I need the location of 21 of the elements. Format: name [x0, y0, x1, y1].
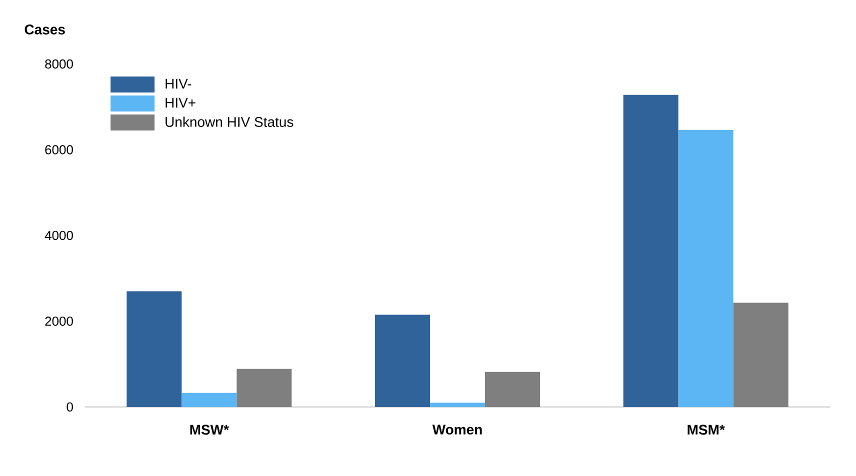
y-tick-label: 2000 [45, 316, 73, 326]
bar [430, 402, 486, 407]
y-tick-label: 6000 [45, 145, 73, 154]
y-tick-label: 8000 [45, 59, 73, 69]
legend-label: Unknown HIV Status [166, 116, 294, 127]
bar [182, 392, 237, 407]
x-tick-label: Women [432, 424, 482, 435]
legend-label: HIV- [166, 78, 192, 89]
x-tick-label: MSW* [190, 424, 229, 435]
bar [236, 368, 292, 407]
x-tick-label: MSM* [688, 424, 725, 435]
bar [678, 130, 734, 407]
bar [623, 94, 678, 407]
legend-label: HIV+ [166, 98, 196, 108]
y-tick-label: 4000 [44, 230, 73, 240]
y-tick-label: 0 [66, 402, 73, 412]
bar [485, 372, 540, 407]
bar [126, 291, 182, 407]
bar [733, 302, 788, 407]
y-axis-title: Cases [24, 24, 65, 34]
bar [375, 314, 430, 407]
